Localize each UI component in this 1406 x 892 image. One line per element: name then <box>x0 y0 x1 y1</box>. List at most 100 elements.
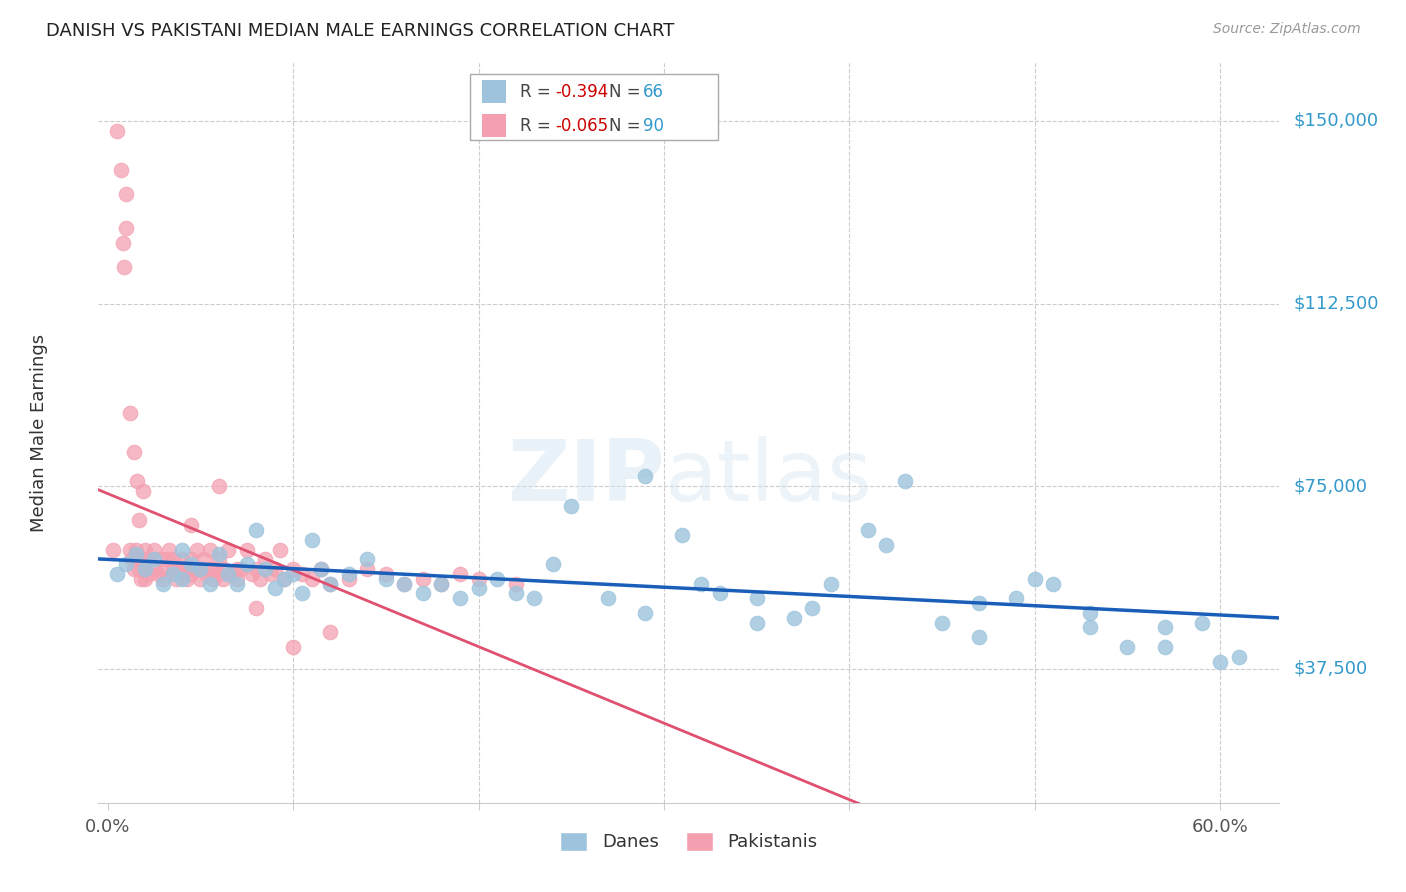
Point <box>122 445 145 459</box>
Point <box>208 479 231 493</box>
FancyBboxPatch shape <box>471 73 718 140</box>
Point <box>214 562 236 576</box>
Text: -0.065: -0.065 <box>555 117 609 135</box>
Point <box>254 552 277 566</box>
Point <box>134 572 156 586</box>
Point <box>1227 649 1250 664</box>
Point <box>186 542 208 557</box>
Point <box>291 586 314 600</box>
Point <box>211 572 233 586</box>
Point <box>240 566 263 581</box>
Point <box>115 221 138 235</box>
Point <box>134 542 156 557</box>
Point <box>394 576 416 591</box>
Point <box>134 562 156 576</box>
Point <box>374 572 396 586</box>
Point <box>143 562 166 576</box>
Point <box>709 586 731 600</box>
Point <box>112 260 135 274</box>
Point <box>138 552 160 566</box>
Point <box>208 548 231 562</box>
Point <box>931 615 953 630</box>
Point <box>967 630 990 644</box>
Point <box>319 625 342 640</box>
Point <box>281 566 304 581</box>
Point <box>245 601 267 615</box>
Legend: Danes, Pakistanis: Danes, Pakistanis <box>551 823 827 861</box>
Point <box>319 576 342 591</box>
Point <box>671 528 693 542</box>
Point <box>198 542 221 557</box>
Point <box>180 518 202 533</box>
Text: N =: N = <box>609 83 645 101</box>
Point <box>190 562 212 576</box>
Point <box>138 566 160 581</box>
Point <box>198 576 221 591</box>
Point <box>190 572 212 586</box>
Point <box>124 542 146 557</box>
Point <box>269 542 291 557</box>
Point <box>337 566 360 581</box>
Point <box>467 572 489 586</box>
Point <box>1024 572 1046 586</box>
Text: R =: R = <box>520 83 555 101</box>
Point <box>319 576 342 591</box>
Point <box>105 566 128 581</box>
Point <box>162 562 184 576</box>
Point <box>115 186 138 201</box>
Point <box>634 606 657 620</box>
Point <box>245 523 267 537</box>
Point <box>634 469 657 483</box>
Point <box>745 615 768 630</box>
Text: Median Male Earnings: Median Male Earnings <box>31 334 48 532</box>
Point <box>170 566 193 581</box>
Point <box>103 542 125 557</box>
Point <box>170 572 193 586</box>
Point <box>249 572 271 586</box>
Point <box>1078 606 1101 620</box>
Point <box>745 591 768 606</box>
Text: 66: 66 <box>643 83 664 101</box>
Point <box>149 552 172 566</box>
Point <box>128 513 150 527</box>
Point <box>226 576 249 591</box>
Point <box>894 475 917 489</box>
Point <box>118 542 141 557</box>
Text: R =: R = <box>520 117 555 135</box>
Point <box>190 562 212 576</box>
Point <box>505 576 527 591</box>
Point <box>132 552 155 566</box>
Point <box>121 552 143 566</box>
Point <box>523 591 546 606</box>
Text: ZIP: ZIP <box>508 435 665 518</box>
Point <box>449 566 471 581</box>
Point <box>231 562 253 576</box>
Point <box>128 562 150 576</box>
Point <box>254 562 277 576</box>
Point <box>820 576 842 591</box>
Point <box>157 542 180 557</box>
Point <box>260 566 283 581</box>
Text: -0.394: -0.394 <box>555 83 609 101</box>
Point <box>801 601 824 615</box>
Point <box>875 538 897 552</box>
Text: $37,500: $37,500 <box>1294 660 1368 678</box>
Point <box>412 586 434 600</box>
Point <box>184 562 207 576</box>
Point <box>235 542 257 557</box>
Point <box>127 475 149 489</box>
Point <box>301 533 323 547</box>
Text: $75,000: $75,000 <box>1294 477 1368 495</box>
FancyBboxPatch shape <box>482 79 506 103</box>
Point <box>541 557 564 571</box>
Point <box>301 572 323 586</box>
Point <box>110 162 132 177</box>
Point <box>156 552 179 566</box>
Point <box>221 566 243 581</box>
Text: DANISH VS PAKISTANI MEDIAN MALE EARNINGS CORRELATION CHART: DANISH VS PAKISTANI MEDIAN MALE EARNINGS… <box>46 22 675 40</box>
Point <box>132 484 155 499</box>
Point <box>217 566 239 581</box>
Point <box>505 586 527 600</box>
Point <box>374 566 396 581</box>
Point <box>167 562 190 576</box>
